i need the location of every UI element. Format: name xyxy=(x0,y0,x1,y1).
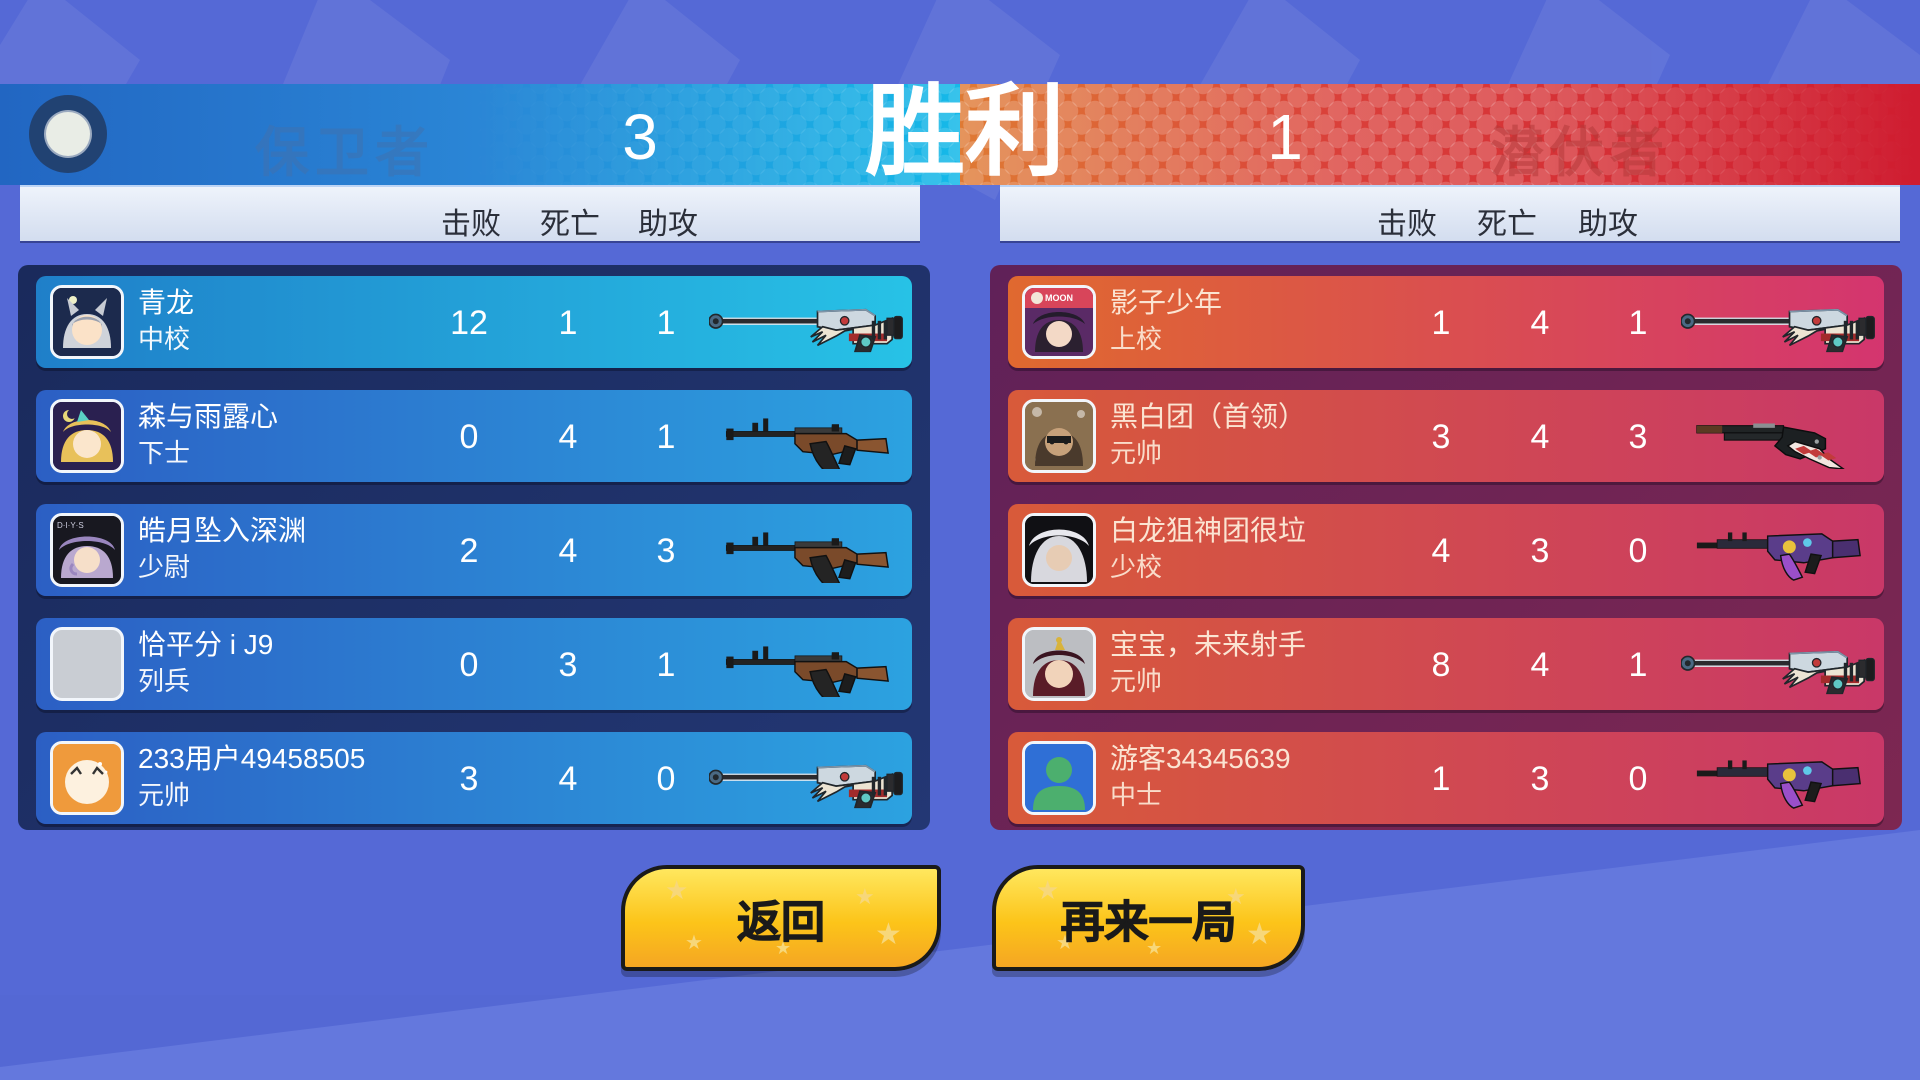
svg-text:D·I·Y·S: D·I·Y·S xyxy=(57,521,84,530)
svg-text:MOON: MOON xyxy=(1045,293,1073,303)
